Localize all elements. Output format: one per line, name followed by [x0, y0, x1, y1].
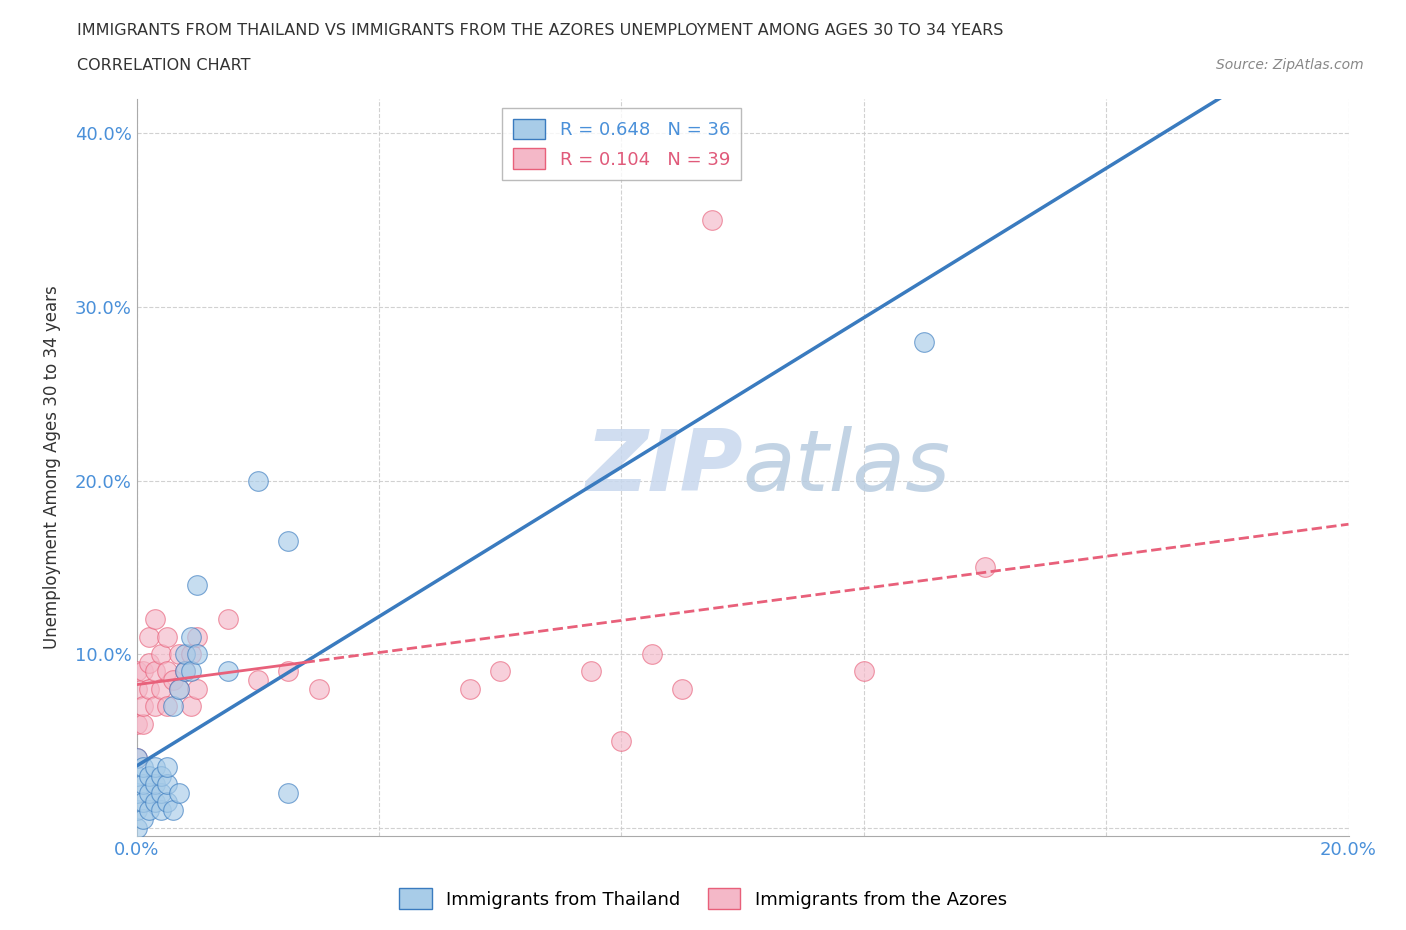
Point: [186, 646, 208, 661]
Point: [174, 664, 197, 679]
Point: [217, 664, 239, 679]
Point: [277, 534, 299, 549]
Point: [156, 760, 179, 775]
Point: [143, 760, 166, 775]
Point: [125, 751, 148, 765]
Point: [217, 612, 239, 627]
Point: [186, 578, 208, 592]
Point: [162, 698, 184, 713]
Point: [277, 664, 299, 679]
Point: [125, 664, 148, 679]
Point: [167, 682, 190, 697]
Point: [143, 612, 166, 627]
Point: [174, 646, 197, 661]
Legend: R = 0.648   N = 36, R = 0.104   N = 39: R = 0.648 N = 36, R = 0.104 N = 39: [502, 108, 741, 180]
Point: [138, 682, 160, 697]
Point: [167, 786, 190, 801]
Point: [852, 664, 875, 679]
Point: [912, 334, 935, 349]
Point: [174, 664, 197, 679]
Point: [138, 630, 160, 644]
Point: [246, 672, 269, 687]
Y-axis label: Unemployment Among Ages 30 to 34 years: Unemployment Among Ages 30 to 34 years: [44, 286, 60, 649]
Point: [156, 698, 179, 713]
Point: [149, 646, 172, 661]
Point: [702, 213, 724, 228]
Point: [156, 794, 179, 809]
Point: [138, 803, 160, 817]
Point: [162, 672, 184, 687]
Point: [125, 803, 148, 817]
Point: [186, 682, 208, 697]
Point: [162, 803, 184, 817]
Point: [138, 656, 160, 671]
Text: CORRELATION CHART: CORRELATION CHART: [77, 58, 250, 73]
Point: [125, 820, 148, 835]
Point: [579, 664, 602, 679]
Point: [132, 716, 155, 731]
Point: [489, 664, 512, 679]
Point: [149, 803, 172, 817]
Text: IMMIGRANTS FROM THAILAND VS IMMIGRANTS FROM THE AZORES UNEMPLOYMENT AMONG AGES 3: IMMIGRANTS FROM THAILAND VS IMMIGRANTS F…: [77, 23, 1004, 38]
Text: ZIP: ZIP: [585, 426, 742, 509]
Point: [246, 473, 269, 488]
Point: [641, 646, 664, 661]
Point: [974, 560, 997, 575]
Point: [138, 786, 160, 801]
Point: [143, 794, 166, 809]
Point: [149, 682, 172, 697]
Point: [156, 777, 179, 791]
Point: [132, 794, 155, 809]
Text: Source: ZipAtlas.com: Source: ZipAtlas.com: [1216, 58, 1364, 72]
Point: [186, 630, 208, 644]
Point: [143, 664, 166, 679]
Point: [132, 698, 155, 713]
Point: [125, 682, 148, 697]
Point: [143, 777, 166, 791]
Point: [149, 768, 172, 783]
Point: [132, 812, 155, 827]
Point: [125, 751, 148, 765]
Point: [610, 734, 633, 749]
Point: [143, 698, 166, 713]
Point: [149, 786, 172, 801]
Point: [458, 682, 481, 697]
Point: [156, 630, 179, 644]
Point: [167, 682, 190, 697]
Point: [180, 698, 202, 713]
Point: [125, 768, 148, 783]
Point: [277, 786, 299, 801]
Point: [308, 682, 330, 697]
Point: [125, 786, 148, 801]
Point: [671, 682, 693, 697]
Legend: Immigrants from Thailand, Immigrants from the Azores: Immigrants from Thailand, Immigrants fro…: [392, 881, 1014, 916]
Point: [132, 760, 155, 775]
Point: [156, 664, 179, 679]
Point: [180, 630, 202, 644]
Point: [138, 768, 160, 783]
Point: [132, 664, 155, 679]
Point: [132, 777, 155, 791]
Point: [180, 664, 202, 679]
Point: [167, 646, 190, 661]
Point: [180, 646, 202, 661]
Text: atlas: atlas: [742, 426, 950, 509]
Point: [125, 716, 148, 731]
